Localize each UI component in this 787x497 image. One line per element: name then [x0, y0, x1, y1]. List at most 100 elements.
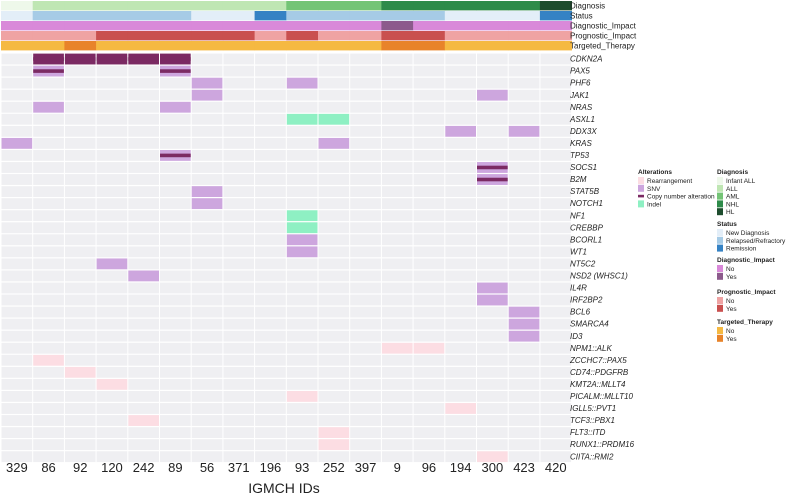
- cell-nsd2-whsc1-196: [255, 270, 286, 282]
- cell-wt1-56: [191, 246, 223, 258]
- cell-cd74-pdgfrb-86: [33, 366, 64, 378]
- x-tick-92: 92: [73, 460, 87, 475]
- cell-nt5c2-92: [64, 258, 96, 270]
- cell-crebbp-86: [33, 222, 64, 234]
- cell-jak1-89: [160, 89, 191, 101]
- cell-bcl6-242: [128, 306, 159, 318]
- cell-tp53-86: [33, 150, 64, 161]
- cell-tp53-420: [540, 150, 572, 161]
- cell-id3-420: [540, 330, 572, 342]
- annot-diagnostic-impact-96: [413, 21, 446, 31]
- cell-il4r-56: [191, 282, 223, 294]
- cell-kmt2a-mllt4-9: [381, 378, 413, 390]
- cell-ciita-rmi2-371: [223, 451, 255, 463]
- annotation-tracks: [1, 1, 572, 51]
- cell-ciita-rmi2-89: [160, 451, 191, 463]
- cell-zcchc7-pax5-86: [33, 354, 64, 366]
- cell-igll5-pvt1-252: [318, 403, 350, 414]
- cell-tp53-252: [318, 150, 350, 161]
- cell-igll5-pvt1-420: [540, 403, 572, 414]
- cell-nt5c2-194: [445, 258, 476, 270]
- cell-nt5c2-242: [128, 258, 159, 270]
- cell-phf6-420: [540, 77, 572, 89]
- annot-targeted-therapy-194: [444, 41, 477, 51]
- cell-tp53-196: [255, 150, 286, 161]
- cell-cdkn2a-96: [413, 53, 445, 65]
- cell-cdkn2a-9: [381, 53, 413, 65]
- cell-runx1-prdm16-300: [477, 439, 508, 451]
- x-tick-397: 397: [355, 460, 377, 475]
- cell-smarca4-93: [286, 318, 318, 330]
- legend-swatch-alterations-snv: [638, 184, 644, 192]
- cell-pax5-252: [318, 65, 350, 77]
- cell-kras-194: [445, 137, 476, 149]
- cell-tcf3-pbx1-397: [350, 415, 381, 426]
- cell-nt5c2-89: [160, 258, 191, 270]
- cell-crebbp-89: [160, 222, 191, 234]
- cell-cd74-pdgfrb-56: [191, 366, 223, 378]
- cell-jak1-9: [381, 89, 413, 101]
- cell-runx1-prdm16-56: [191, 439, 223, 451]
- cell-asxl1-397: [350, 113, 381, 125]
- x-tick-56: 56: [200, 460, 214, 475]
- cell-irf2bp2-92: [64, 294, 96, 306]
- cell-il4r-120: [96, 282, 128, 294]
- cell-il4r-96: [413, 282, 445, 294]
- annot-status-397: [349, 11, 382, 21]
- cell-ciita-rmi2-329: [1, 451, 33, 463]
- cell-asxl1-96: [413, 113, 445, 125]
- legend-item-targeted-therapy-yes: Yes: [726, 336, 737, 343]
- cell-notch1-423: [508, 198, 540, 210]
- annot-diagnostic-impact-120: [96, 21, 129, 31]
- annot-diagnosis-371: [222, 1, 255, 11]
- cell-il4r-420: [540, 282, 572, 294]
- gene-label-bcl6: BCL6: [570, 308, 591, 317]
- cell-zcchc7-pax5-96: [413, 354, 445, 366]
- legend-swatch-alterations-indel: [638, 200, 644, 208]
- cell-pax5-96: [413, 65, 445, 77]
- annot-status-93: [286, 11, 319, 21]
- cell-zcchc7-pax5-56: [191, 354, 223, 366]
- cell-tp53-93: [286, 150, 318, 161]
- cell-smarca4-194: [445, 318, 476, 330]
- cell-flt3-itd-397: [350, 427, 381, 438]
- cell-asxl1-420: [540, 113, 572, 125]
- cell-jak1-397: [350, 89, 381, 101]
- annot-diagnostic-impact-93: [286, 21, 319, 31]
- annot-diagnostic-impact-92: [64, 21, 97, 31]
- cell-wt1-371: [223, 246, 255, 258]
- cell-il4r-423: [508, 282, 540, 294]
- annot-prognostic-impact-300: [476, 31, 509, 41]
- cell-phf6-397: [350, 77, 381, 89]
- cell-pax5-120: [96, 65, 128, 77]
- cell-ddx3x-300: [477, 125, 508, 137]
- annot-diagnosis-397: [349, 1, 382, 11]
- cell-pax5-329: [1, 65, 33, 77]
- gene-label-flt3-itd: FLT3::ITD: [570, 428, 606, 437]
- cell-bcl6-196: [255, 306, 286, 318]
- annot-status-86: [32, 11, 65, 21]
- cell-nf1-194: [445, 210, 476, 222]
- cell-nf1-86: [33, 210, 64, 222]
- cell-stat5b-196: [255, 186, 286, 197]
- cell-nf1-56: [191, 210, 223, 222]
- cell-irf2bp2-96: [413, 294, 445, 306]
- cell-jak1-300: [477, 89, 508, 101]
- annot-prognostic-impact-196: [254, 31, 287, 41]
- cell-ddx3x-96: [413, 125, 445, 137]
- annot-diagnostic-impact-86: [32, 21, 65, 31]
- cell-runx1-prdm16-9: [381, 439, 413, 451]
- cell-crebbp-300: [477, 222, 508, 234]
- annot-diagnosis-9: [381, 1, 414, 11]
- cell-bcorl1-93: [286, 234, 318, 246]
- cell-bcorl1-96: [413, 234, 445, 246]
- cell-npm1-alk-397: [350, 342, 381, 354]
- cell-nf1-120: [96, 210, 128, 222]
- cell-phf6-56: [191, 77, 223, 89]
- cell-ddx3x-194: [445, 125, 476, 137]
- cell-irf2bp2-86: [33, 294, 64, 306]
- cell-picalm-mllt10-9: [381, 391, 413, 402]
- annot-prognostic-impact-96: [413, 31, 446, 41]
- annot-prognostic-impact-329: [1, 31, 34, 41]
- cell-asxl1-300: [477, 113, 508, 125]
